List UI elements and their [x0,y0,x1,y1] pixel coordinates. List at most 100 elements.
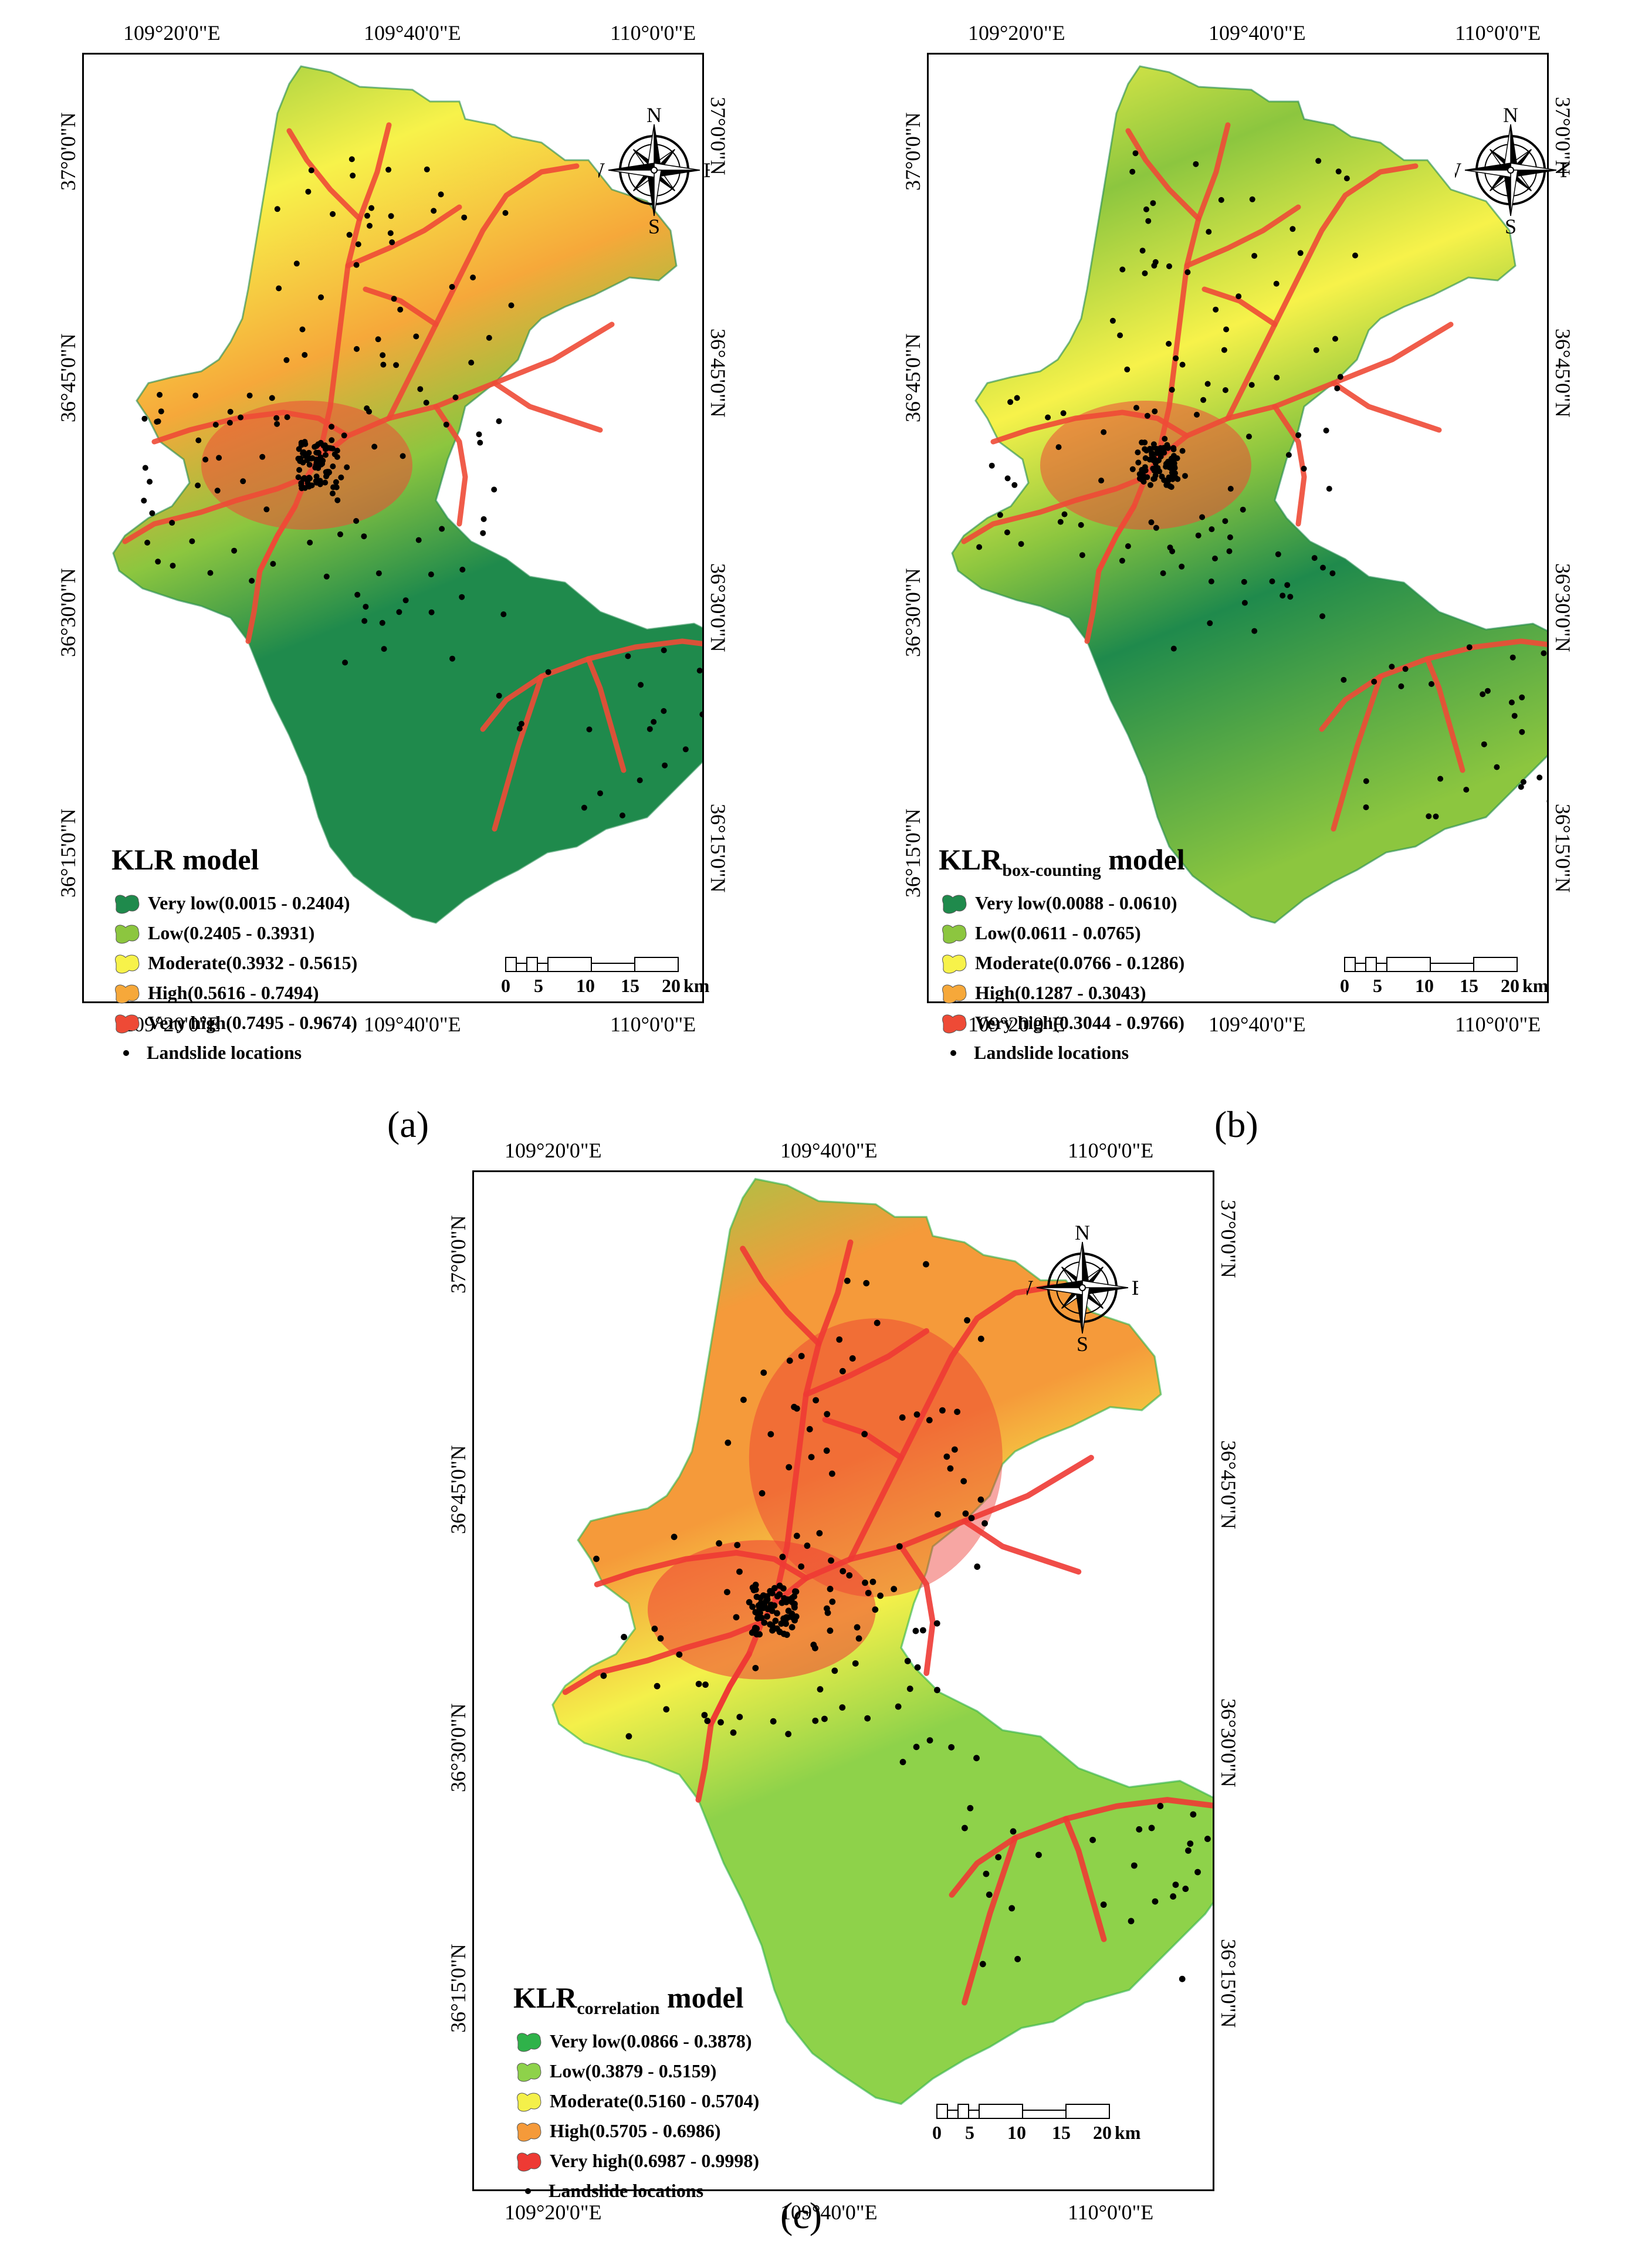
legend: KLRcorrelation model Very low(0.0866 - 0.… [513,1980,842,2206]
compass-rose-icon: N S E W [1441,103,1573,238]
landslide-point [486,334,492,341]
landslide-point [788,1624,796,1631]
landslide-point [413,333,419,340]
landslide-point [812,1717,819,1724]
landslide-point [760,1369,767,1376]
landslide-point [1285,452,1292,458]
landslide-point [1343,175,1350,182]
landslide-point [385,167,392,173]
landslide-point [637,777,643,784]
legend-title-subscript: box-counting [1002,861,1101,880]
landslide-point [305,188,312,195]
landslide-point [1182,473,1188,479]
landslide-point [1208,578,1214,585]
landslide-point [1437,776,1444,782]
landslide-point [207,570,214,576]
legend-item: Very high(0.3044 - 0.9766) [939,1008,1267,1038]
landslide-point [1010,1828,1017,1835]
legend-title-subscript: correlation [577,1999,660,2018]
landslide-point [948,1744,955,1751]
landslide-point [1240,506,1246,513]
landslide-point [353,518,360,524]
scale-unit-label: km [1522,975,1549,996]
landslide-point [344,464,350,470]
landslide-point [428,609,435,615]
scale-bar-graphic [936,2104,1110,2119]
landslide-point [263,506,270,513]
landslide-point [424,166,430,172]
lat-label-left: 37°0'0"N [446,1215,470,1294]
landslide-point [1251,253,1258,259]
landslide-point [716,1540,723,1547]
landslide-point [1139,248,1146,254]
landslide-point [899,1759,906,1765]
lon-label-top: 109°40'0"E [1209,21,1306,45]
landslide-point [896,1543,903,1550]
landslide-point [891,1586,898,1593]
panel-caption: (a) [387,1103,429,1145]
landslide-point [216,455,222,461]
landslide-point [1179,1975,1186,1982]
landslide-point [428,571,434,578]
landslide-point [295,474,302,480]
landslide-point [396,609,402,615]
landslide-point [779,1553,786,1560]
landslide-point [786,1358,793,1364]
landslide-point [1274,374,1280,381]
landslide-point [877,1592,884,1599]
landslide-point [791,1403,797,1410]
landslide-point [400,453,406,459]
lat-label-right: 37°0'0"N [1217,1200,1240,1278]
landslide-point [1249,196,1255,202]
landslide-point [313,473,320,480]
landslide-point [322,479,329,486]
legend-swatch-icon [942,924,967,943]
landslide-point [1323,427,1329,434]
landslide-point [989,462,995,469]
landslide-point [846,1572,853,1579]
landslide-point [1170,470,1177,477]
landslide-point [620,813,625,818]
landslide-point [1429,681,1434,687]
landslide-point [545,669,551,675]
landslide-point [502,210,509,216]
legend-item: Low(0.0611 - 0.0765) [939,918,1267,948]
landslide-point [270,561,276,567]
landslide-point [1089,1836,1096,1843]
landslide-point [302,352,308,358]
landslide-point [757,1609,763,1616]
legend-label: Landslide locations [549,2180,704,2201]
landslide-point [318,294,324,300]
landslide-point [824,1411,831,1417]
landslide-point [1227,534,1233,540]
landslide-point [323,573,330,580]
landslide-point [1174,455,1180,462]
landslide-point [1101,429,1107,435]
scale-bar-graphic [505,957,679,972]
scale-bar-graphic [1344,957,1518,972]
legend-label: Very low(0.0015 - 0.2404) [148,892,350,913]
north-arrow: N S E W [1013,1221,1145,1356]
landslide-point [1329,570,1336,577]
lon-label-bottom: 109°40'0"E [780,2201,878,2224]
landslide-point [299,326,306,333]
landslide-point [1484,688,1491,694]
landslide-point [192,392,199,399]
landslide-point [1055,444,1062,451]
legend-item: Very low(0.0088 - 0.0610) [939,888,1267,918]
landslide-point [1157,1803,1164,1809]
map-panel-a: 109°20'0"E 109°20'0"E 109°40'0"E 109°40'0"E… [56,21,751,1145]
landslide-point [1326,486,1332,492]
lon-label-bottom: 110°0'0"E [1455,1013,1541,1036]
landslide-point [1402,666,1409,672]
compass-n-label: N [647,106,662,127]
landslide-point [767,1621,774,1628]
landslide-point [1169,387,1175,393]
landslide-point [872,1606,879,1613]
landslide-point [214,488,221,494]
landslide-point [313,456,319,463]
landslide-point [1100,1901,1107,1908]
landslide-point [1150,200,1156,207]
legend-title-main: KLR [939,843,1003,876]
landslide-point [793,1532,800,1539]
